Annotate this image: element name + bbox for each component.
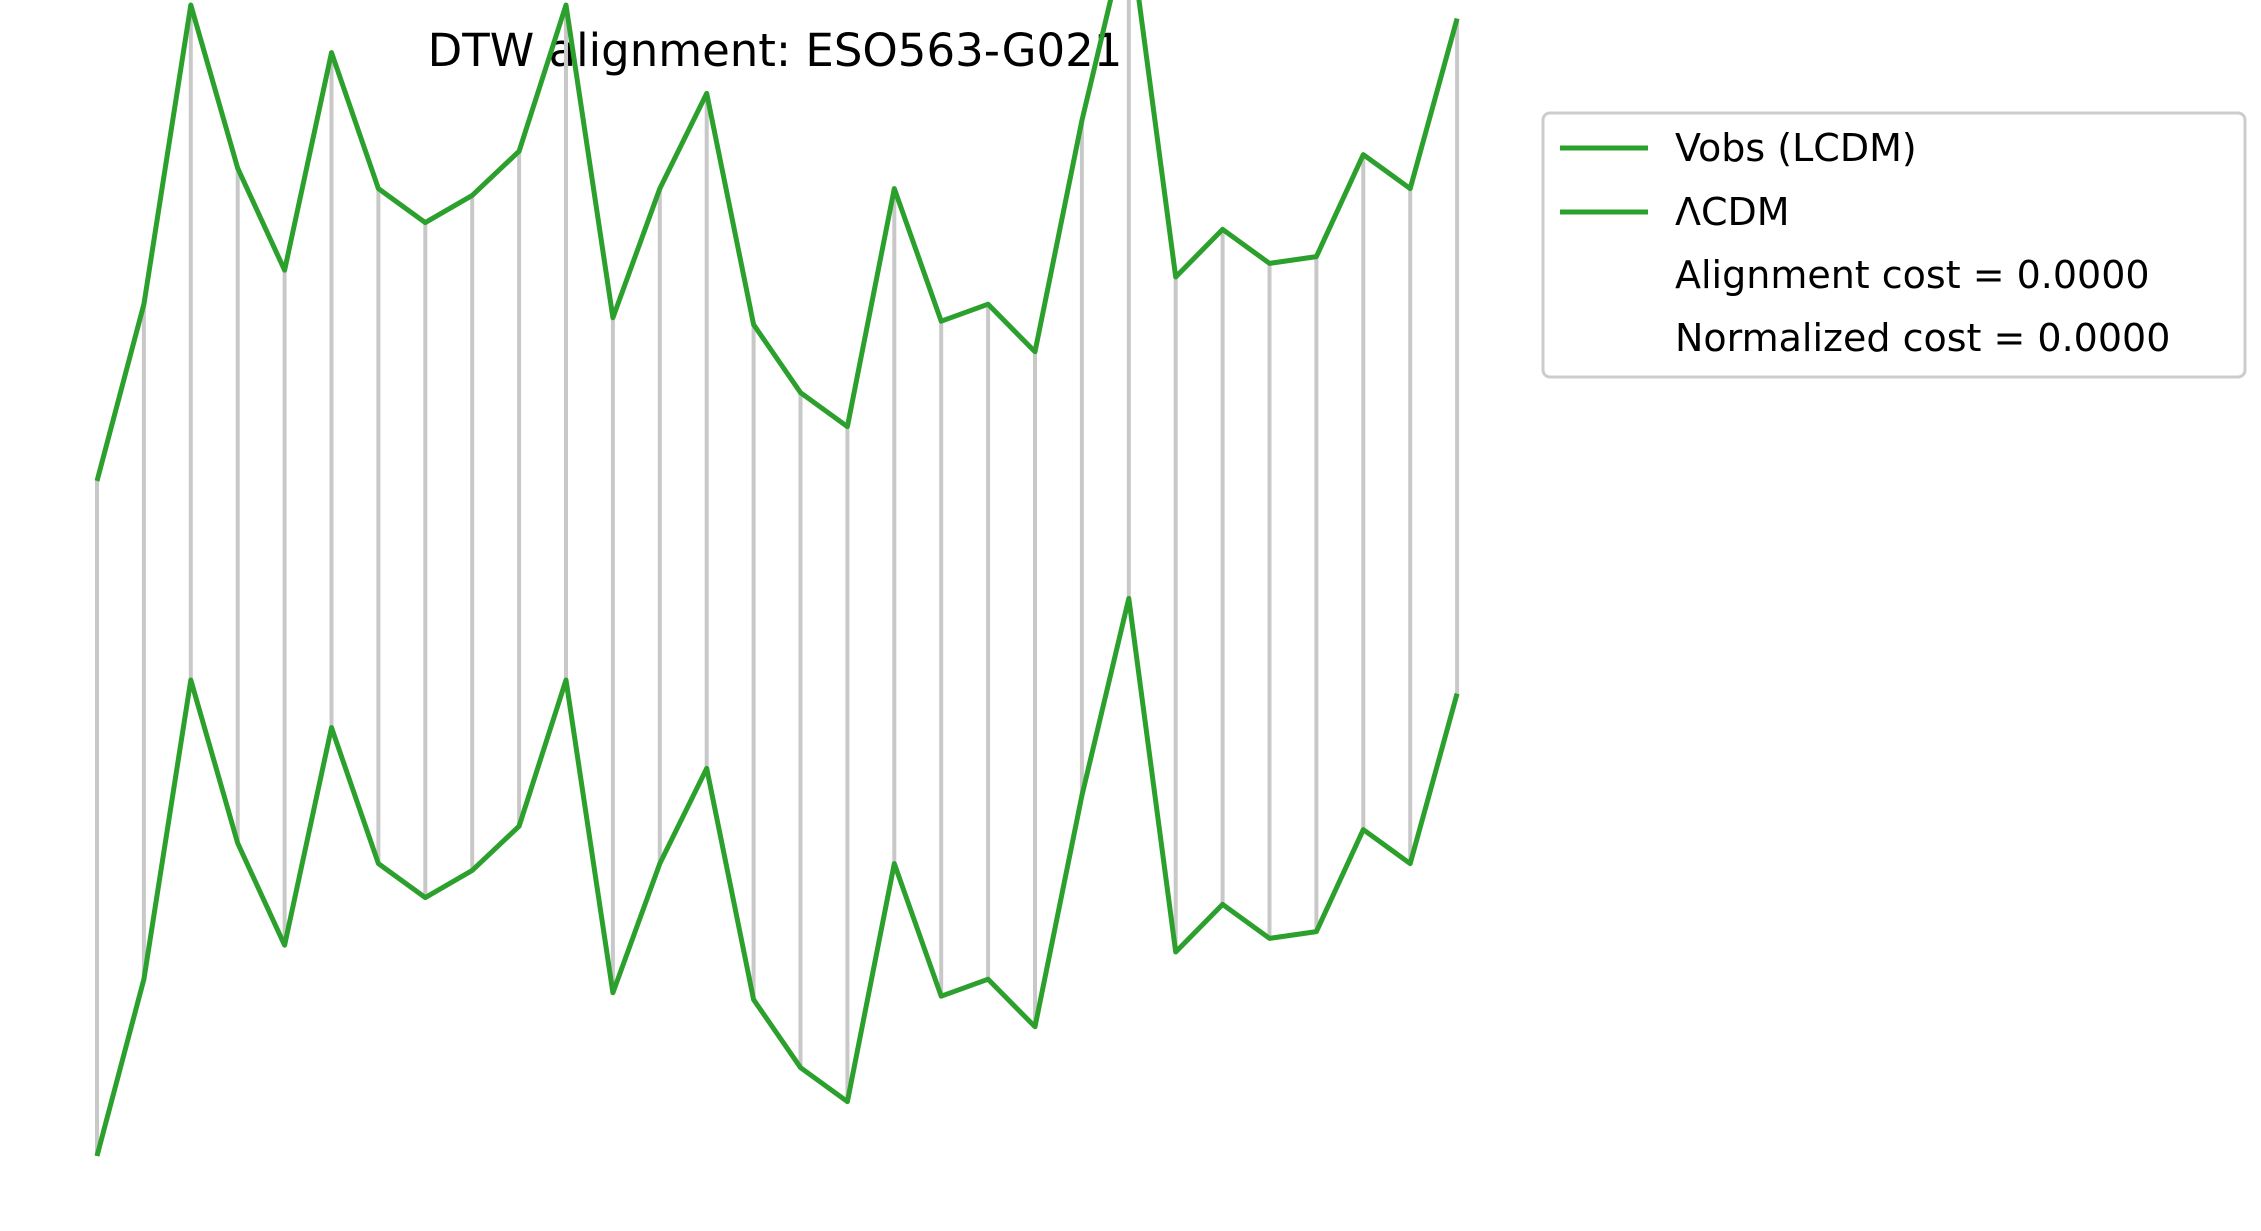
legend-label-series-1: ΛCDM: [1675, 190, 1790, 234]
series-line-1: [94, 595, 1460, 1157]
chart-title: DTW alignment: ESO563-G021: [428, 24, 1123, 77]
alignment-connectors: [95, 0, 1460, 1156]
legend: Vobs (LCDM) ΛCDM Alignment cost = 0.0000…: [1541, 111, 2247, 379]
legend-box: [1541, 111, 2247, 379]
series-lines: [94, 0, 1460, 1157]
legend-label-series-0: Vobs (LCDM): [1675, 126, 1917, 170]
legend-alignment-cost: Alignment cost = 0.0000: [1675, 253, 2150, 297]
series-line-0: [94, 0, 1460, 482]
legend-normalized-cost: Normalized cost = 0.0000: [1675, 316, 2170, 360]
